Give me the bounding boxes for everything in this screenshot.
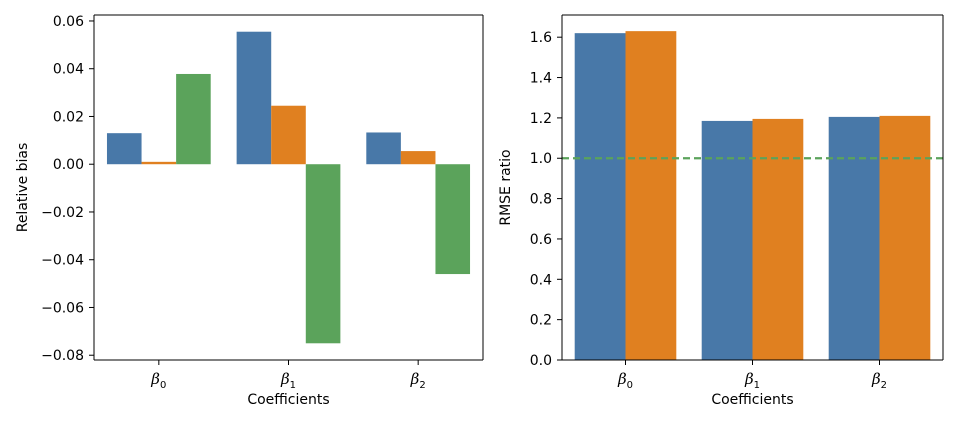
- left-xtick-subscript: 2: [419, 380, 425, 391]
- left-bar-series-2-cat2: [400, 151, 436, 165]
- left-ytick-label: −0.06: [41, 300, 84, 316]
- left-xtick-label: β0: [150, 370, 166, 391]
- right-ytick-label: 1.0: [530, 151, 552, 167]
- left-xtick-label: β2: [410, 370, 426, 391]
- right-ytick-label: 0.8: [530, 192, 552, 208]
- left-x-axis-label: Coefficients: [247, 392, 329, 408]
- left-bar-series-2-cat1: [271, 105, 306, 165]
- right-ytick-label: 0.6: [530, 232, 552, 248]
- right-bar-series-1-cat1: [701, 120, 753, 360]
- left-xtick-subscript: 1: [290, 380, 296, 391]
- left-ytick-label: −0.04: [41, 253, 84, 269]
- right-xtick-symbol: β: [617, 370, 627, 388]
- right-y-axis-label: RMSE ratio: [498, 149, 514, 225]
- left-bar-series-1-cat0: [106, 133, 142, 165]
- right-bar-series-2-cat2: [879, 115, 931, 360]
- right-panel: 0.00.20.40.60.81.01.21.41.6β0 β1 β2Coeffic…: [498, 14, 944, 408]
- right-xtick-label: β2: [871, 370, 887, 391]
- left-ytick-label: 0.04: [53, 62, 84, 78]
- left-xtick-symbol: β: [150, 370, 160, 388]
- left-xtick-label: β1: [280, 370, 296, 391]
- right-ytick-label: 1.6: [530, 30, 552, 46]
- right-xtick-label: β1: [744, 370, 760, 391]
- left-ytick-label: −0.08: [41, 348, 84, 364]
- left-y-axis-label: Relative bias: [15, 143, 31, 233]
- right-ytick-label: 1.2: [530, 111, 552, 127]
- right-bar-series-1-cat2: [828, 116, 880, 360]
- left-xtick-symbol: β: [410, 370, 420, 388]
- right-xtick-subscript: 2: [881, 380, 887, 391]
- right-ytick-label: 1.4: [530, 71, 552, 87]
- left-bar-series-1-cat2: [366, 132, 401, 165]
- right-xtick-subscript: 0: [627, 380, 633, 391]
- left-ytick-label: 0.06: [53, 14, 84, 30]
- right-xtick-label: β0: [617, 370, 633, 391]
- right-xtick-symbol: β: [871, 370, 881, 388]
- left-xtick-symbol: β: [280, 370, 290, 388]
- right-ytick-label: 0.4: [530, 272, 552, 288]
- left-ytick-label: 0.00: [53, 157, 84, 173]
- left-bar-series-2-cat0: [141, 161, 177, 165]
- left-ytick-label: −0.02: [41, 205, 84, 221]
- left-bar-series-3-cat1: [305, 164, 341, 344]
- left-bar-series-3-cat2: [435, 164, 471, 275]
- left-xtick-subscript: 0: [160, 380, 166, 391]
- right-xtick-symbol: β: [744, 370, 754, 388]
- right-bar-series-2-cat1: [752, 118, 804, 361]
- right-xtick-subscript: 1: [754, 380, 760, 391]
- left-bar-series-1-cat1: [236, 31, 272, 165]
- left-ytick-label: 0.02: [53, 109, 84, 125]
- right-ytick-label: 0.0: [530, 353, 552, 369]
- right-x-axis-label: Coefficients: [711, 392, 793, 408]
- right-ytick-label: 0.2: [530, 313, 552, 329]
- right-bar-series-1-cat0: [574, 33, 626, 360]
- right-bar-series-2-cat0: [625, 31, 677, 360]
- left-bar-series-3-cat0: [176, 73, 211, 165]
